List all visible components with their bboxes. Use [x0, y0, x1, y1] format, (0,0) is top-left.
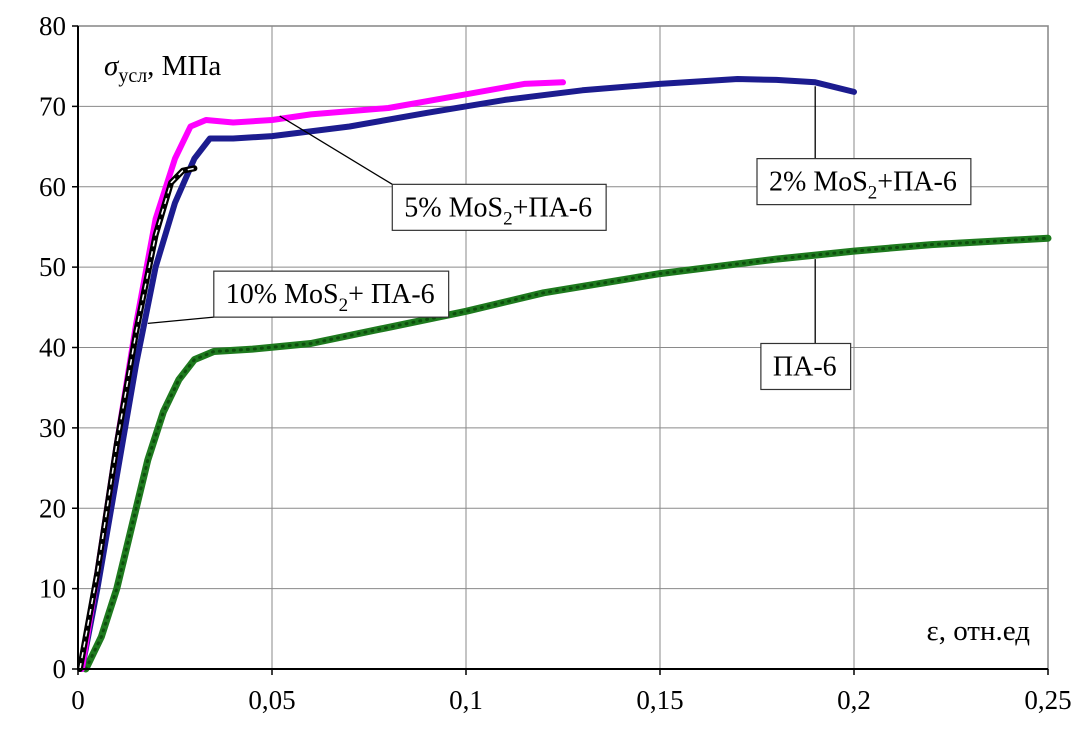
x-tick-label: 0: [71, 685, 85, 715]
y-tick-label: 0: [53, 654, 67, 684]
series-markers-0: [84, 236, 1050, 671]
y-tick-label: 30: [39, 413, 66, 443]
series-label-0: ПА-6: [773, 351, 837, 382]
y-tick-label: 40: [39, 333, 66, 363]
x-tick-label: 0,1: [449, 685, 483, 715]
series-0: [82, 234, 1052, 673]
series-3: [76, 165, 198, 672]
series-1: [78, 76, 857, 672]
callout-box-3: [213, 270, 450, 318]
y-tick-label: 60: [39, 172, 66, 202]
callout-leader-2: [279, 115, 393, 185]
y-tick-label: 80: [39, 11, 66, 41]
x-axis-title: ε, отн.ед: [927, 615, 1031, 647]
series-label-3: 10% MoS2+ ПА-6: [226, 279, 435, 316]
series-callouts: ПА-6 2% MoS2+ПА-6 5% MoS2+ПА-6 10% MoS2+ ПА…: [147, 86, 972, 391]
axes: [72, 25, 1049, 675]
y-axis-title: σусл, МПа: [104, 50, 221, 87]
series-label-2: 5% MoS2+ПА-6: [404, 192, 592, 229]
callout-box-2: [391, 183, 607, 231]
callout-box-0: [760, 342, 852, 391]
x-tick-label: 0,2: [837, 685, 871, 715]
y-tick-label: 10: [39, 574, 66, 604]
series-layer: [76, 76, 1052, 673]
y-tick-label: 70: [39, 91, 66, 121]
y-tick-label: 20: [39, 493, 66, 523]
callout-3: 10% MoS2+ ПА-6: [147, 270, 450, 325]
tick-labels: 0 10 20 30 40 50 60 70 80 0 0,05 0,1 0,15 0,2 0,25: [39, 11, 1072, 715]
callout-box-1: [756, 158, 972, 206]
callout-0: ПА-6: [760, 259, 852, 391]
callout-leader-3: [147, 316, 214, 325]
x-tick-label: 0,15: [636, 685, 683, 715]
callout-2: 5% MoS2+ПА-6: [279, 115, 607, 231]
x-tick-label: 0,05: [248, 685, 295, 715]
y-tick-label: 50: [39, 252, 66, 282]
series-dashes-3: [79, 167, 195, 670]
x-tick-label: 0,25: [1024, 685, 1071, 715]
callout-1: 2% MoS2+ПА-6: [756, 86, 972, 206]
series-line-1: [78, 76, 857, 672]
series-label-1: 2% MoS2+ПА-6: [769, 167, 957, 204]
